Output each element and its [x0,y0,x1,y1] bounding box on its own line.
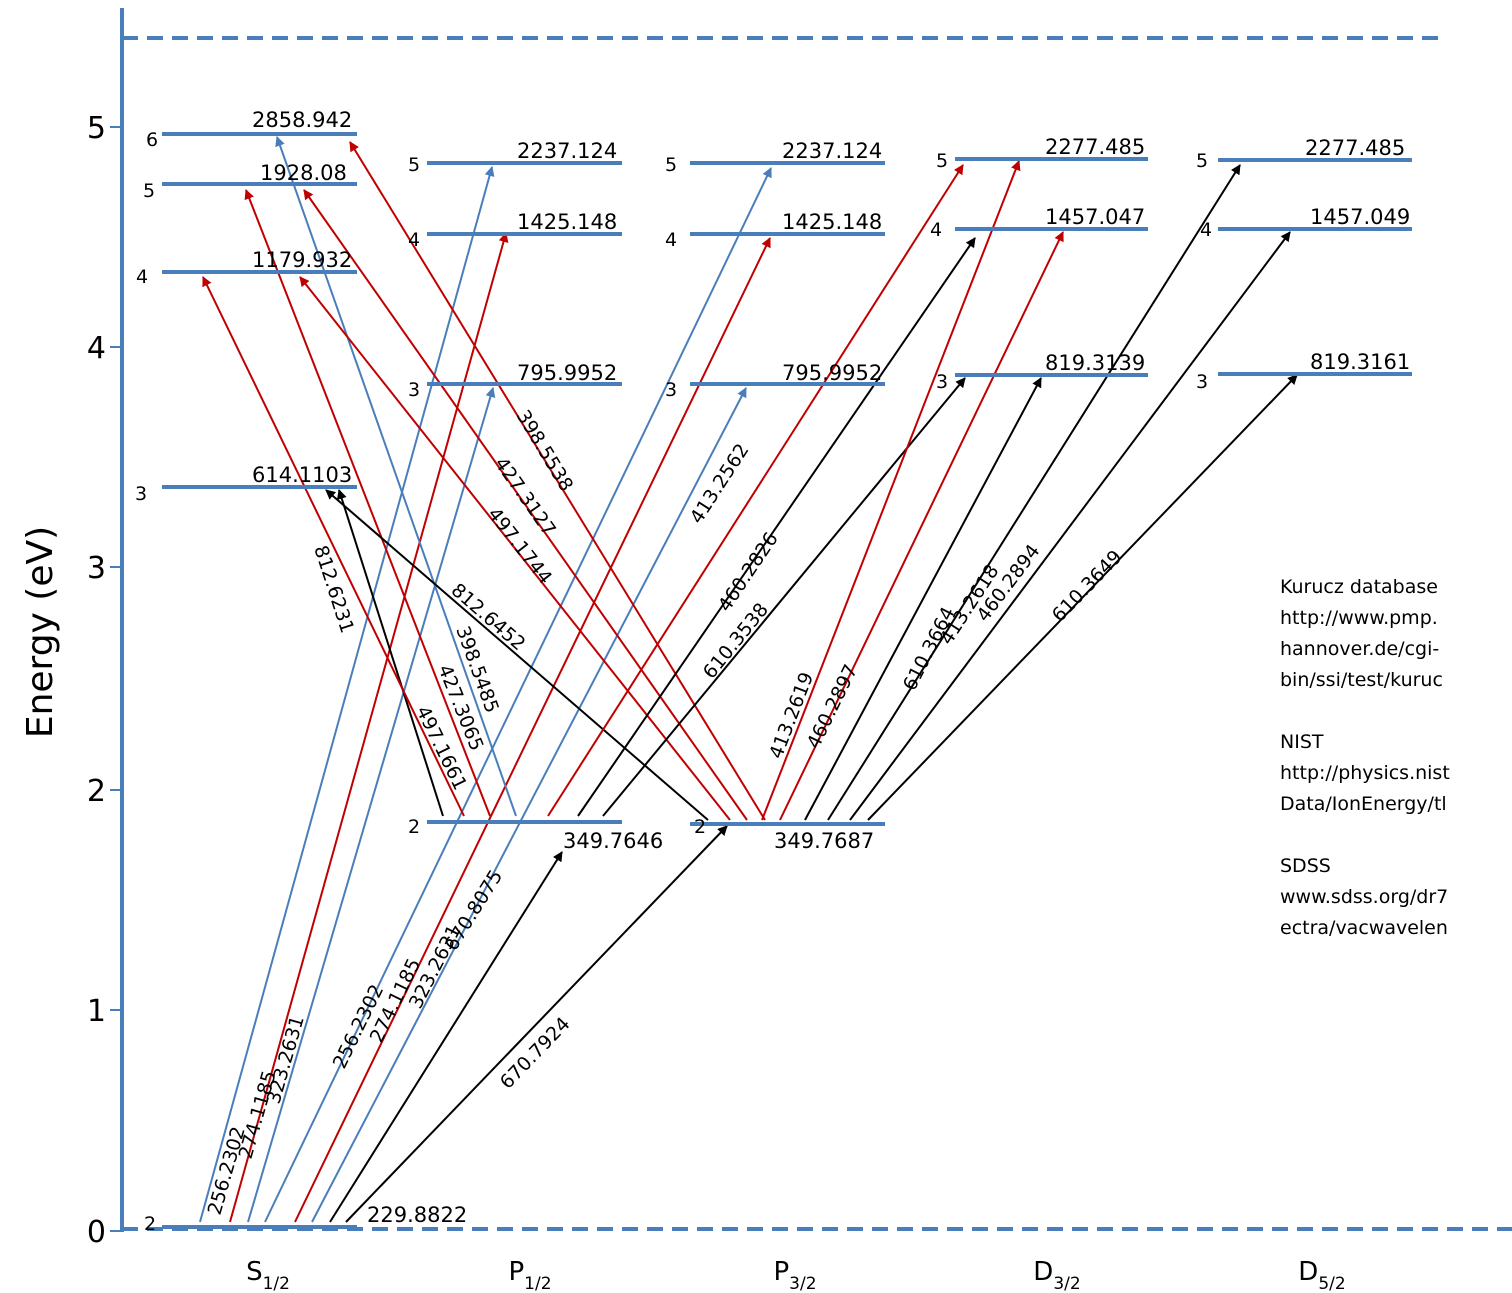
level-energy-label: 2237.124 [782,139,882,163]
transition-arrow [336,489,444,817]
level-n-label: 5 [1196,150,1208,172]
nist-line-1: http://physics.nist [1280,762,1450,784]
transition-arrow [202,276,465,817]
kurucz-title: Kurucz database [1280,576,1438,598]
level-n-label: 5 [936,150,948,172]
level-energy-label: 819.3139 [1045,351,1145,375]
y-tick-label: 0 [87,1215,106,1250]
level-energy-label: 349.7687 [774,829,874,853]
nist-title: NIST [1280,731,1324,753]
level-energy-label: 2858.942 [252,108,352,132]
level-n-label: 4 [408,229,420,251]
transition-arrow [229,232,509,1223]
level-energy-label: 2277.485 [1305,136,1405,160]
level-energy-label: 2277.485 [1045,135,1145,159]
level-n-label: 3 [665,379,677,401]
transition-arrow [827,164,1241,821]
level-n-label: 2 [408,816,420,838]
transition-arrow [199,166,495,1223]
level-energy-label: 1457.047 [1045,205,1145,229]
transition-arrow [299,276,731,821]
level-n-label: 4 [136,266,148,288]
transition-arrow [294,237,771,1223]
wavelength-label: 610.3649 [1048,546,1127,627]
level-energy-label: 819.3161 [1310,350,1410,374]
column-label: D3/2 [1033,1257,1080,1293]
sdss-title: SDSS [1280,855,1331,877]
level-energy-label: 349.7646 [563,829,663,853]
level-energy-label: 1425.148 [782,210,882,234]
nist-line-2: Data/IonEnergy/tl [1280,793,1447,815]
level-n-label: 5 [665,154,677,176]
level-n-label: 3 [408,379,420,401]
wavelength-label: 413.2619 [765,669,818,762]
level-energy-label: 2237.124 [517,139,617,163]
level-n-label: 4 [930,219,942,241]
y-tick-label: 4 [87,331,106,366]
column-label: D5/2 [1298,1257,1345,1293]
wavelength-label: 812.6231 [309,543,358,636]
level-energy-label: 1179.932 [252,248,352,272]
transition-arrow [247,387,496,1223]
level-n-label: 3 [936,371,948,393]
transition-arrow [779,231,1064,821]
transition-arrow [303,189,748,821]
level-energy-label: 614.1103 [252,463,352,487]
transition-arrow [345,825,728,1223]
y-tick-label: 2 [87,774,106,809]
level-n-label: 2 [694,816,706,838]
level-energy-label: 229.8822 [367,1203,467,1227]
level-n-label: 3 [135,483,147,505]
level-n-label: 5 [143,180,155,202]
wavelength-label: 460.2826 [714,528,783,615]
source-notes: Kurucz database http://www.pmp. hannover… [1280,572,1512,944]
kurucz-line-3: bin/ssi/test/kuruc [1280,669,1443,691]
transition-arrow [349,141,766,821]
transition-arrow [547,164,964,817]
wavelength-label: 610.3538 [699,599,773,683]
level-n-label: 4 [665,229,677,251]
wavelength-label: 670.8075 [441,866,508,955]
level-n-label: 5 [408,154,420,176]
level-n-label: 4 [1200,219,1212,241]
transition-arrow [577,237,976,817]
level-n-label: 6 [146,129,158,151]
sdss-line-1: www.sdss.org/dr7 [1280,886,1449,908]
y-tick-label: 3 [87,551,106,586]
y-tick-label: 1 [87,994,106,1029]
level-energy-label: 1928.08 [260,161,347,185]
y-axis-title: Energy (eV) [20,526,61,738]
transition-arrow [244,189,491,817]
energy-levels: 2 229.8822 3 614.1103 4 1179.932 5 1928.08 6 2858… [135,108,1412,1235]
kurucz-line-1: http://www.pmp. [1280,607,1438,629]
level-energy-label: 1425.148 [517,210,617,234]
wavelength-label: 323.2631 [263,1013,309,1106]
transition-arrow [849,231,1291,821]
transition-arrow [311,387,747,1223]
level-energy-label: 795.9952 [517,361,617,385]
level-energy-label: 795.9952 [782,361,882,385]
column-label: S1/2 [246,1257,290,1293]
transition-arrow [761,160,1021,821]
transition-arrow [329,851,563,1223]
transition-arrow [264,167,772,1223]
y-ticks: 0 1 2 3 4 5 [87,111,122,1250]
transition-arrow [602,377,966,817]
y-tick-label: 5 [87,111,106,146]
sdss-line-2: ectra/vacwavelen [1280,917,1448,939]
column-label: P3/2 [773,1257,816,1293]
column-labels: S1/2 P1/2 P3/2 D3/2 D5/2 [246,1257,1346,1293]
transition-arrow [867,374,1298,821]
transition-arrow [275,136,517,817]
kurucz-line-2: hannover.de/cgi- [1280,638,1440,660]
level-energy-label: 1457.049 [1310,205,1410,229]
column-label: P1/2 [508,1257,551,1293]
transition-arrow [804,377,1042,821]
level-n-label: 2 [144,1213,156,1235]
level-n-label: 3 [1196,371,1208,393]
